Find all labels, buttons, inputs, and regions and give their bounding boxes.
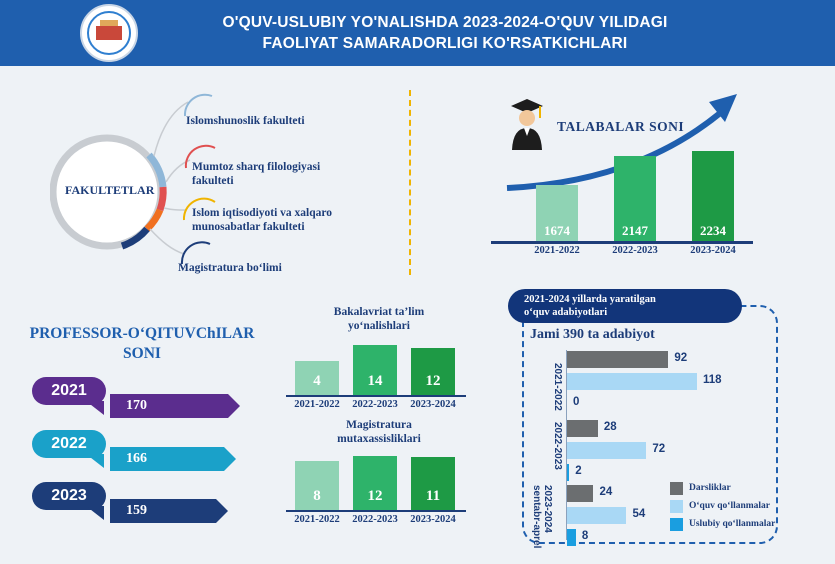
lit-value-1-2: 118 [703,374,722,386]
lit-category-1: 2021-2022 [552,363,563,411]
faculty-item-3: Islom iqtisodiyoti va xalqaro munosabatla… [192,207,333,233]
students-xlabel-2: 2022-2023 [612,245,658,256]
staff-year-badge-2: 2022 [32,430,106,458]
students-chart-title: TALABALAR SONI [557,119,685,134]
lit-bar-3-2 [567,507,627,524]
title-line-1: O'QUV-USLUBIY YO'NALISHDA 2023-2024-O'QU… [222,14,668,31]
bachelor-xlabel-3: 2023-2024 [410,399,456,410]
section-divider [409,90,411,275]
students-value-2: 2147 [622,222,648,238]
faculties-diagram [50,93,216,265]
students-value-3: 2234 [700,223,726,238]
lit-bar-2-3 [567,464,570,481]
students-bar-2: 2147 [614,156,656,241]
master-baseline [286,510,466,512]
legend-label-1: Darsliklar [689,483,731,493]
staff-value-1: 170 [126,398,147,413]
faculty-item-2: Mumtoz sharq filologiyasi fakulteti [192,161,321,187]
university-logo [80,4,138,62]
legend-label-3: Uslubiy qo‘llanmalar [689,519,776,529]
page-title: O'QUV-USLUBIY YO'NALISHDA 2023-2024-O'QU… [150,12,740,54]
faculty-item-1: Islomshunoslik fakulteti [186,115,305,127]
master-xlabel-2: 2022-2023 [352,514,398,525]
staff-year-badge-1: 2021 [32,377,106,405]
master-value-2: 12 [367,488,383,504]
lit-value-2-3: 2 [575,465,582,477]
lit-value-2-2: 72 [652,443,666,455]
master-value-1: 8 [313,487,321,504]
legend-swatch-2 [670,500,683,513]
bachelor-value-2: 14 [367,373,383,389]
literature-title-pill: 2021-2024 yillarda yaratilgan o‘quv adabi… [508,289,742,323]
master-bar-3: 11 [411,457,455,510]
header-banner: O'QUV-USLUBIY YO'NALISHDA 2023-2024-O'QU… [0,0,835,66]
bachelor-bar-2: 14 [353,345,397,395]
literature-axis [566,350,567,540]
lit-category-2: 2022-2023 [552,422,563,470]
lit-value-3-3: 8 [581,530,589,542]
lit-category-3: 2023-2024 sentabr-aprel [531,485,553,549]
bachelor-baseline [286,395,466,397]
staff-year-badge-3: 2023 [32,482,106,510]
bachelor-bar-3: 12 [411,348,455,395]
students-value-1: 1674 [544,222,570,238]
bachelor-xlabel-2: 2022-2023 [352,399,398,410]
legend-label-2: O‘quv qo‘llanmalar [689,501,771,511]
legend-swatch-1 [670,482,683,495]
lit-bar-2-1 [567,420,598,437]
faculty-item-4: Magistratura bo‘limi [178,262,282,274]
staff-badge-tail-2 [86,454,104,468]
staff-badge-tail-3 [86,506,104,520]
lit-bar-3-3 [567,529,576,546]
title-line-2: FAOLIYAT SAMARADORLIGI KO'RSATKICHLARI [262,35,628,52]
bachelor-value-1: 4 [313,372,321,389]
master-chart-title: Magistratura mutaxassisliklari [337,419,421,445]
lit-bar-1-1 [567,351,669,368]
lit-value-1-3: 0 [573,396,580,408]
legend-swatch-3 [670,518,683,531]
bachelor-chart-title: Bakalavriat ta’lim yo‘nalishlari [333,306,425,332]
staff-value-3: 159 [126,503,147,518]
lit-value-3-2: 54 [632,508,646,520]
lit-bar-2-2 [567,442,647,459]
students-baseline [491,241,753,244]
master-xlabel-1: 2021-2022 [294,514,340,525]
staff-value-2: 166 [126,451,147,466]
staff-bar-1: 170 [110,394,240,418]
master-bar-2: 12 [353,456,397,510]
bachelor-value-3: 12 [425,372,441,389]
students-bar-3: 2234 [692,151,734,241]
staff-badge-tail-1 [86,401,104,415]
students-xlabel-1: 2021-2022 [534,245,580,256]
master-value-3: 11 [425,487,441,504]
literature-total: Jami 390 ta adabiyot [530,327,655,342]
students-bar-1: 1674 [536,184,578,241]
staff-bar-3: 159 [110,499,228,523]
bachelor-bar-1: 4 [295,360,339,395]
bachelor-xlabel-1: 2021-2022 [294,399,340,410]
staff-chart-title: PROFESSOR-O‘QITUVChILAR SONI [29,325,255,362]
lit-value-1-1: 92 [674,352,688,364]
lit-bar-1-2 [567,373,697,390]
master-xlabel-3: 2023-2024 [410,514,456,525]
students-xlabel-3: 2023-2024 [690,245,736,256]
lit-value-2-1: 28 [603,421,617,433]
lit-bar-3-1 [567,485,594,502]
graduate-icon [509,96,545,150]
lit-value-3-1: 24 [599,486,613,498]
master-bar-1: 8 [295,460,339,510]
staff-bar-2: 166 [110,447,236,471]
faculties-center-label: FAKULTETLAR [65,183,155,197]
